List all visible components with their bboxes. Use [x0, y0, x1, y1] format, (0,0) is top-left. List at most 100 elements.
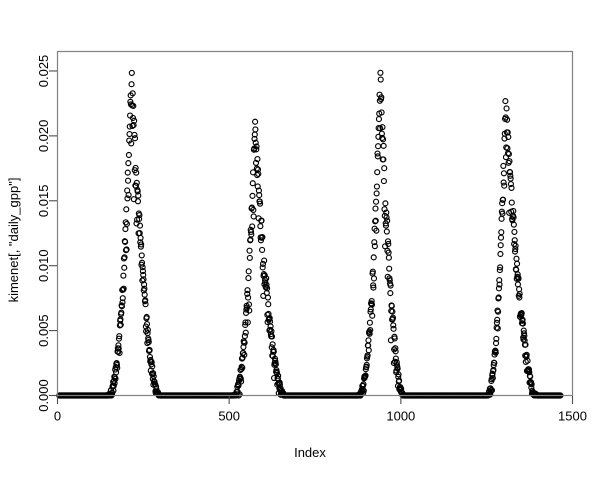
data-point — [254, 166, 262, 173]
data-point — [511, 248, 519, 255]
y-tick-label: 0.010 — [36, 249, 51, 282]
data-point — [115, 335, 123, 342]
data-point — [528, 381, 535, 388]
data-point — [265, 301, 272, 308]
data-point — [138, 252, 145, 259]
data-point — [237, 375, 244, 382]
data-point — [245, 301, 253, 308]
data-point — [494, 316, 501, 323]
data-point — [374, 169, 381, 176]
data-point — [263, 281, 270, 288]
data-point — [385, 254, 392, 261]
data-point — [507, 172, 514, 179]
data-point — [258, 217, 265, 224]
data-point — [253, 143, 260, 150]
data-point — [385, 240, 392, 248]
data-point — [513, 260, 521, 267]
data-point — [508, 199, 515, 206]
x-axis-ticks: 0 500 1000 1500 — [54, 396, 587, 424]
data-point — [256, 200, 264, 207]
data-point — [276, 381, 283, 388]
data-point — [245, 268, 252, 275]
data-point — [137, 234, 144, 241]
data-point — [136, 222, 144, 229]
data-point — [373, 183, 380, 190]
data-point — [114, 364, 121, 372]
data-point — [360, 381, 367, 388]
y-tick-label: 0.005 — [36, 314, 51, 347]
data-point — [117, 321, 124, 328]
data-point — [118, 309, 125, 316]
data-point — [516, 294, 523, 301]
data-point — [370, 254, 377, 261]
data-point — [133, 169, 140, 176]
y-tick-label: 0.015 — [36, 185, 51, 218]
data-point — [145, 338, 152, 346]
data-point — [125, 191, 132, 199]
data-point — [371, 243, 378, 250]
data-point — [372, 217, 379, 224]
data-point — [391, 335, 398, 342]
data-point — [489, 374, 496, 382]
data-point — [383, 214, 390, 221]
data-point — [368, 301, 376, 308]
data-point — [242, 319, 249, 326]
data-point — [512, 242, 519, 249]
y-axis-ticks: 0.000 0.005 0.010 0.015 0.020 0.025 — [36, 55, 57, 412]
data-point — [272, 361, 279, 368]
data-point — [264, 294, 272, 301]
data-point — [371, 239, 378, 246]
data-point — [507, 180, 514, 188]
data-point — [368, 298, 375, 305]
data-point — [254, 156, 261, 163]
data-point — [121, 254, 128, 261]
data-point — [143, 320, 151, 328]
data-point — [380, 156, 387, 163]
data-point — [378, 130, 385, 137]
data-point — [382, 200, 389, 207]
data-point — [390, 325, 397, 332]
data-point — [377, 69, 384, 76]
data-point — [372, 198, 380, 205]
data-point — [519, 316, 526, 323]
data-point — [126, 123, 133, 130]
data-point — [133, 179, 140, 186]
data-point — [116, 333, 123, 340]
data-point — [249, 180, 256, 187]
data-point — [129, 114, 137, 122]
y-axis-title: kimenet[, "daily_gpp"] — [6, 178, 21, 303]
data-point — [128, 69, 135, 76]
data-point — [384, 238, 392, 245]
data-point — [244, 319, 251, 326]
data-point — [268, 333, 276, 340]
data-point — [141, 281, 148, 288]
data-point — [249, 192, 256, 199]
data-point — [496, 267, 503, 274]
data-point — [252, 118, 259, 125]
data-point — [245, 275, 252, 282]
data-point — [141, 285, 148, 292]
data-point — [144, 326, 151, 333]
data-point — [381, 165, 388, 172]
data-point — [520, 336, 527, 343]
data-point — [128, 140, 135, 147]
data-point — [130, 102, 137, 110]
data-point — [508, 184, 515, 191]
data-point — [504, 150, 512, 157]
x-tick-label: 0 — [54, 409, 61, 424]
data-point — [372, 205, 379, 212]
data-point — [381, 212, 388, 219]
data-point — [526, 369, 533, 376]
data-point — [379, 136, 387, 143]
data-point — [492, 340, 500, 347]
data-point — [506, 169, 514, 176]
data-point — [392, 348, 399, 355]
data-point — [130, 122, 137, 129]
data-point — [140, 271, 147, 279]
data-point — [388, 302, 395, 310]
data-point — [518, 309, 525, 317]
data-point — [374, 153, 381, 160]
data-point — [365, 347, 372, 354]
data-point — [365, 337, 372, 344]
data-point — [271, 355, 279, 362]
